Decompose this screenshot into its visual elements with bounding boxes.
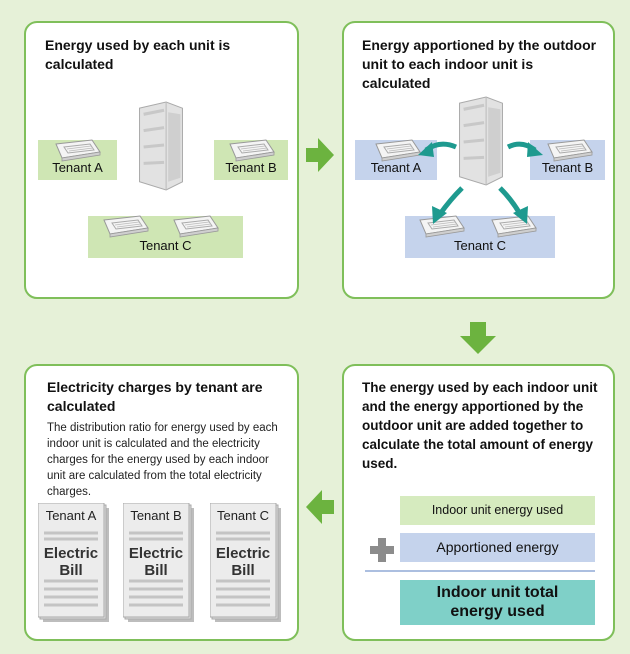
indoor-energy: Indoor unit energy used [400,503,595,517]
tenant-label: Tenant C [88,238,243,253]
bill-tenant: Tenant A [38,508,104,523]
bill-tenant: Tenant B [123,508,189,523]
panel-title: The energy used by each indoor unit and … [362,378,602,473]
tenant-label: Tenant A [355,160,437,175]
tenant-label: Tenant B [214,160,288,175]
apportioned-energy: Apportioned energy [400,539,595,555]
tenant-label: Tenant C [405,238,555,253]
diagram: Energy used by each unit is calculated T… [0,0,630,654]
tenant-label: Tenant B [530,160,605,175]
bill-label: Electric Bill [38,545,104,579]
tenant-label: Tenant A [38,160,117,175]
panel-title: Energy used by each unit is calculated [45,36,285,74]
bill-tenant: Tenant C [210,508,276,523]
bill-label: Electric Bill [123,545,189,579]
panel-title: Electricity charges by tenant are calcul… [47,378,282,416]
panel-body: The distribution ratio for energy used b… [47,420,287,500]
bill-label: Electric Bill [210,545,276,579]
total-energy: Indoor unit total energy used [430,583,565,621]
panel-title: Energy apportioned by the outdoor unit t… [362,36,602,93]
